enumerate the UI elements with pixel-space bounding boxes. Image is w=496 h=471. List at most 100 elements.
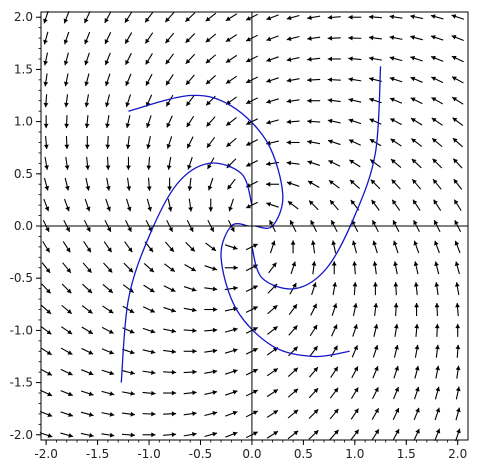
field-arrow-head: [327, 118, 333, 124]
field-arrow-head: [86, 267, 92, 273]
field-arrow-head: [87, 308, 93, 314]
field-arrow-head: [171, 349, 177, 354]
field-arrow-head: [104, 18, 109, 23]
field-arrow-head: [147, 206, 152, 212]
field-arrow-head: [206, 142, 212, 148]
field-arrow-head: [185, 17, 191, 22]
field-arrow-head: [328, 139, 333, 145]
field-arrow-head: [130, 391, 135, 396]
field-arrow-head: [246, 204, 251, 209]
field-arrow-head: [43, 123, 49, 129]
field-arrow-head: [64, 185, 70, 191]
field-arrow-head: [65, 226, 70, 232]
field-arrow-head: [451, 14, 457, 19]
field-arrow-head: [192, 411, 197, 416]
field-arrow-head: [354, 429, 359, 435]
trajectory-1: [251, 66, 382, 290]
field-arrow-head: [293, 388, 299, 394]
field-arrow-head: [246, 57, 251, 63]
field-arrow-head: [145, 38, 150, 44]
field-arrow-head: [292, 282, 297, 288]
field-arrow-head: [150, 349, 156, 355]
field-arrow-head: [414, 344, 420, 350]
field-arrow-head: [292, 325, 298, 331]
field-arrow-head: [329, 180, 334, 185]
field-arrow-head: [246, 36, 251, 42]
field-arrow-head: [392, 220, 398, 226]
field-arrow-head: [146, 123, 151, 128]
x-tick-label: -1.5: [86, 447, 109, 461]
field-arrow-head: [68, 433, 73, 438]
field-arrow-head: [369, 118, 375, 123]
field-arrow-head: [266, 36, 272, 42]
field-arrow-head: [266, 99, 272, 104]
field-arrow-head: [233, 285, 238, 291]
field-arrow-head: [86, 247, 91, 253]
field-arrow-head: [47, 371, 52, 376]
field-arrow-head: [65, 206, 70, 212]
field-arrow-head: [456, 407, 461, 413]
field-arrow-head: [394, 365, 399, 371]
field-arrow-head: [63, 39, 69, 45]
field-arrow-head: [232, 348, 238, 353]
field-arrow-head: [89, 432, 94, 438]
field-arrow-head: [127, 226, 132, 232]
field-arrow-head: [455, 386, 461, 392]
field-arrow-head: [451, 35, 457, 40]
field-arrow-head: [150, 370, 156, 375]
field-arrow-head: [286, 181, 292, 186]
field-arrow-head: [286, 98, 292, 104]
field-arrow-head: [149, 267, 154, 273]
field-arrow-head: [232, 410, 238, 416]
field-arrow-head: [252, 327, 258, 332]
field-arrow-head: [348, 56, 353, 62]
field-arrow-head: [108, 308, 114, 314]
field-arrow-head: [125, 144, 131, 149]
field-arrow-head: [391, 179, 397, 185]
field-arrow-head: [192, 369, 197, 375]
field-arrow-head: [414, 323, 420, 329]
field-arrow-head: [431, 55, 436, 61]
field-arrow-head: [88, 412, 94, 417]
field-arrow-head: [88, 370, 94, 376]
field-arrow-head: [369, 76, 374, 82]
field-arrow-head: [126, 186, 132, 191]
field-arrow-head: [307, 36, 312, 41]
field-arrow-head: [166, 165, 172, 170]
field-arrow-head: [454, 220, 459, 226]
field-arrow-head: [185, 38, 191, 43]
x-tick-label: -0.5: [189, 447, 212, 461]
field-arrow-head: [230, 226, 235, 232]
field-arrow-head: [370, 179, 376, 185]
field-arrow-head: [232, 369, 238, 374]
field-arrow-head: [332, 282, 338, 287]
field-arrow-head: [170, 287, 176, 292]
field-arrow-head: [331, 220, 336, 226]
field-arrow-head: [151, 390, 156, 396]
field-arrow-head: [373, 303, 379, 308]
field-arrow-head: [333, 429, 339, 435]
field-arrow-head: [130, 370, 135, 376]
field-arrow-head: [104, 60, 110, 65]
field-arrow-head: [46, 309, 52, 314]
field-arrow-head: [271, 262, 277, 268]
field-arrow-head: [43, 39, 48, 45]
field-arrow-head: [307, 56, 312, 62]
field-arrow-head: [150, 328, 156, 334]
field-arrow-head: [129, 329, 135, 334]
field-arrow-head: [108, 329, 114, 334]
field-arrow-head: [312, 303, 317, 309]
field-arrow-head: [185, 59, 191, 64]
field-arrow-head: [109, 370, 115, 376]
field-arrow-head: [389, 97, 395, 103]
field-arrow-head: [353, 366, 359, 372]
field-arrow-head: [190, 246, 195, 252]
field-arrow-head: [171, 369, 177, 375]
field-arrow-head: [105, 165, 111, 170]
field-arrow-head: [165, 59, 171, 65]
field-arrow-head: [104, 81, 110, 87]
field-arrow-head: [44, 185, 50, 191]
field-arrow-head: [206, 121, 212, 127]
field-arrow-head: [212, 327, 218, 333]
field-arrow-head: [226, 79, 231, 84]
